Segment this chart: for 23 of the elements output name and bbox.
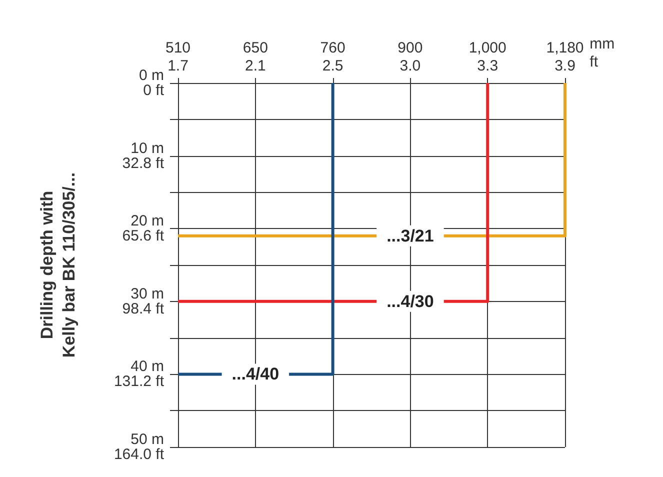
y-tick-label: 0 m bbox=[138, 67, 164, 84]
y2-tick-label: 32.8 ft bbox=[122, 154, 165, 172]
y2-tick-label: 98.4 ft bbox=[122, 300, 165, 318]
y-tick-label: 10 m bbox=[130, 140, 164, 157]
x-tick-label: 650 2.1 bbox=[242, 40, 268, 74]
x-tick-label: 900 3.0 bbox=[398, 40, 423, 74]
y2-tick-label: 131.2 ft bbox=[114, 373, 165, 390]
x-tick-label: 1,180 3.9 bbox=[546, 40, 584, 74]
annotation: ...3/21 bbox=[386, 226, 434, 246]
x-tick-label: 1,000 3.3 bbox=[468, 40, 506, 74]
y2-tick-label: 0 ft bbox=[143, 82, 165, 99]
x-axis-title: mm ft bbox=[590, 36, 615, 70]
y2-tick-label: 164.0 ft bbox=[114, 446, 165, 463]
annotation: ...4/30 bbox=[386, 292, 434, 311]
y-tick-label: 50 m bbox=[130, 431, 164, 448]
y-tick-label: 40 m bbox=[130, 358, 164, 376]
y-tick-label: 30 m bbox=[130, 285, 164, 302]
y2-axis-title: Drilling depth with Kelly bar BK 110/305/... bbox=[38, 172, 78, 358]
annotation: ...4/40 bbox=[232, 364, 280, 384]
x-tick-label: 760 2.5 bbox=[320, 40, 346, 74]
x-tick-label: 510 1.7 bbox=[165, 40, 191, 74]
y-tick-label: 20 m bbox=[130, 212, 164, 230]
y2-tick-label: 65.6 ft bbox=[122, 228, 165, 245]
